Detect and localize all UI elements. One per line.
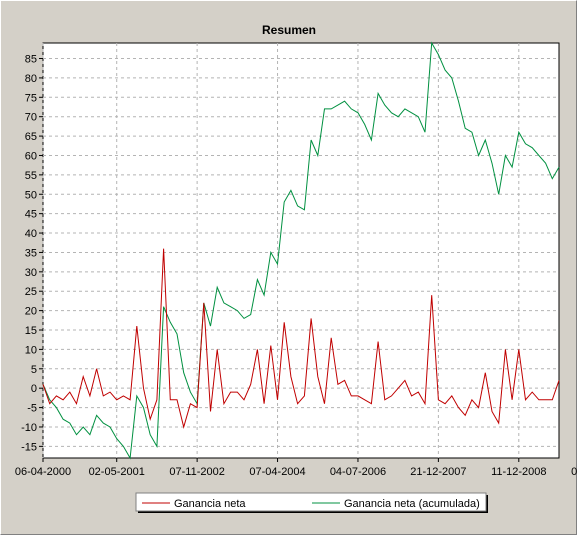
y-tick-label: 5 [31, 364, 37, 376]
y-tick-label: 30 [25, 267, 37, 279]
x-tick-label: 02-05-2001 [89, 466, 145, 478]
grid-lines [42, 43, 559, 458]
y-tick-label: 70 [25, 112, 37, 124]
series-layer [42, 41, 560, 460]
y-tick-label: 80 [25, 73, 37, 85]
legend-label-ganancia-neta: Ganancia neta [174, 498, 246, 510]
x-tick-label: 04-07-2006 [330, 466, 386, 478]
series-line-ganancia-neta [42, 248, 560, 429]
chart-title: Resumen [262, 23, 316, 37]
y-tick-label: 65 [25, 131, 37, 143]
y-tick-label: 75 [25, 92, 37, 104]
y-tick-label: 25 [25, 286, 37, 298]
y-tick-label: 0 [31, 383, 37, 395]
x-tick-label: 07-04-2004 [249, 466, 305, 478]
y-tick-label: -10 [21, 422, 37, 434]
y-tick-label: -5 [27, 403, 37, 415]
x-tick-label: 07-11-2002 [169, 466, 224, 478]
x-tick-label: 21-12-2007 [410, 466, 466, 478]
y-tick-label: 45 [25, 209, 37, 221]
y-tick-label: 85 [25, 54, 37, 66]
y-tick-label: 20 [25, 306, 37, 318]
legend: Ganancia neta Ganancia neta (acumulada) [135, 492, 488, 513]
y-tick-label: 10 [25, 344, 37, 356]
y-tick-label: 50 [25, 189, 37, 201]
y-tick-label: 35 [25, 247, 37, 259]
x-tick-label: 03-04-2009 [571, 466, 577, 478]
y-axis: 8580757065605550454035302520151050-5-10-… [21, 54, 43, 453]
y-tick-label: 55 [25, 170, 37, 182]
y-tick-label: 40 [25, 228, 37, 240]
legend-label-ganancia-acumulada: Ganancia neta (acumulada) [344, 498, 480, 510]
y-tick-label: 15 [25, 325, 37, 337]
x-axis: 06-04-2000 02-05-2001 07-11-2002 07-04-2004… [15, 458, 577, 478]
plot-area [42, 42, 560, 459]
y-tick-label: 60 [25, 150, 37, 162]
series-line-ganancia-acumulada [42, 41, 560, 460]
x-tick-label: 11-12-2008 [491, 466, 546, 478]
legend-box [135, 492, 487, 512]
y-tick-label: -15 [21, 441, 37, 453]
x-tick-label: 06-04-2000 [15, 466, 71, 478]
